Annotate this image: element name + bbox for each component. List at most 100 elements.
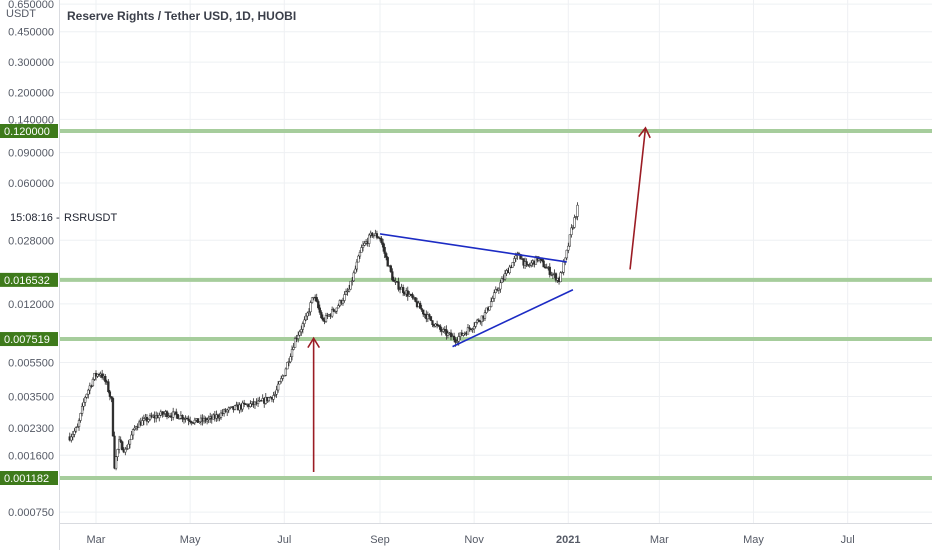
candle <box>377 236 380 239</box>
candle <box>449 329 453 341</box>
triangle-lower-trendline[interactable] <box>452 288 574 348</box>
candle <box>411 292 414 300</box>
level-price-label: 0.007519 <box>4 334 50 346</box>
candle-body <box>385 253 388 258</box>
candle <box>317 299 320 310</box>
candle <box>497 287 500 294</box>
candle <box>280 375 283 384</box>
candle <box>542 258 545 268</box>
time-tick-label: 2021 <box>556 534 580 546</box>
candle-body <box>341 300 345 304</box>
candle-body <box>431 320 434 325</box>
candle <box>445 325 448 340</box>
time-tick-label: Jul <box>277 534 291 546</box>
candle-body <box>278 381 281 385</box>
candle-body <box>79 413 82 421</box>
candle <box>386 256 389 267</box>
triangle-trendlines[interactable] <box>379 233 574 348</box>
candle <box>161 411 164 418</box>
candle-body <box>354 268 357 274</box>
time-axis[interactable]: Mar May Jul Sep Nov 2021 Mar May Jul <box>87 534 855 546</box>
candle <box>298 329 301 337</box>
candle-body <box>368 234 371 244</box>
candle <box>435 320 439 329</box>
candle-body <box>337 305 340 309</box>
candle-body <box>272 395 275 400</box>
candle <box>422 309 425 317</box>
candle <box>175 408 178 419</box>
candle <box>297 331 300 343</box>
candle-body <box>121 441 124 451</box>
candle-body <box>347 288 351 292</box>
price-axis[interactable]: 0.650000 0.450000 0.300000 0.200000 0.140000… <box>8 0 54 519</box>
candle <box>124 446 127 456</box>
candle <box>307 308 311 316</box>
price-tick-label: 0.000750 <box>8 507 54 519</box>
candle <box>402 284 405 297</box>
projection-arrow-2[interactable] <box>629 126 651 270</box>
candle-body <box>570 227 573 235</box>
price-tick-label: 0.060000 <box>8 178 54 190</box>
candle-body <box>88 385 91 391</box>
candle <box>473 322 476 333</box>
candle-body <box>452 335 456 340</box>
candle-body <box>116 449 119 458</box>
price-tick-label: 0.140000 <box>8 114 54 126</box>
triangle-upper-trendline[interactable] <box>379 233 567 263</box>
candle <box>383 243 386 259</box>
symbol-label: RSRUSDT <box>64 212 117 224</box>
candle <box>446 330 450 339</box>
candle-body <box>380 238 383 244</box>
candle-body <box>514 255 517 259</box>
candle <box>190 420 193 426</box>
projection-arrows[interactable] <box>307 126 651 473</box>
candle-body <box>298 331 301 336</box>
candle <box>429 316 433 322</box>
candle-body <box>287 361 291 363</box>
support-resistance-levels[interactable] <box>60 129 932 480</box>
price-tick-label: 0.650000 <box>8 0 54 11</box>
candle <box>287 358 291 367</box>
currency-label: USDT <box>6 8 36 20</box>
candle <box>494 286 497 294</box>
candle <box>344 288 348 296</box>
candle <box>346 287 349 296</box>
candle-body <box>101 373 104 378</box>
candle <box>205 417 209 425</box>
candle-body <box>544 266 547 269</box>
candle <box>227 406 230 414</box>
candle-body <box>446 332 450 336</box>
candle-body <box>435 323 439 326</box>
candle-body <box>392 279 396 282</box>
candle-body <box>280 378 283 382</box>
candle-body <box>85 393 88 398</box>
candle <box>418 300 422 309</box>
level-price-tag <box>0 471 58 485</box>
candle <box>71 431 74 441</box>
candle <box>500 276 504 284</box>
candle <box>275 385 278 398</box>
candle <box>371 232 374 238</box>
candle <box>301 321 304 334</box>
candle <box>392 276 396 282</box>
candle <box>111 396 115 437</box>
candle <box>341 297 345 306</box>
candle <box>243 399 246 408</box>
candle <box>351 277 354 286</box>
candle <box>229 406 232 410</box>
candle-body <box>473 326 476 330</box>
level-price-tag <box>0 272 58 287</box>
price-tick-label: 0.012000 <box>8 299 54 311</box>
candle-body <box>267 397 271 402</box>
candle <box>108 389 112 401</box>
candle-body <box>107 381 110 392</box>
candle-body <box>249 403 252 407</box>
candle-body <box>108 391 112 397</box>
candle-body <box>193 419 196 424</box>
projection-arrow-1[interactable] <box>307 336 321 473</box>
candle <box>193 417 196 426</box>
countdown-clock: 15:08:16 <box>10 212 53 224</box>
candle <box>278 380 281 385</box>
candle-body <box>343 294 346 301</box>
